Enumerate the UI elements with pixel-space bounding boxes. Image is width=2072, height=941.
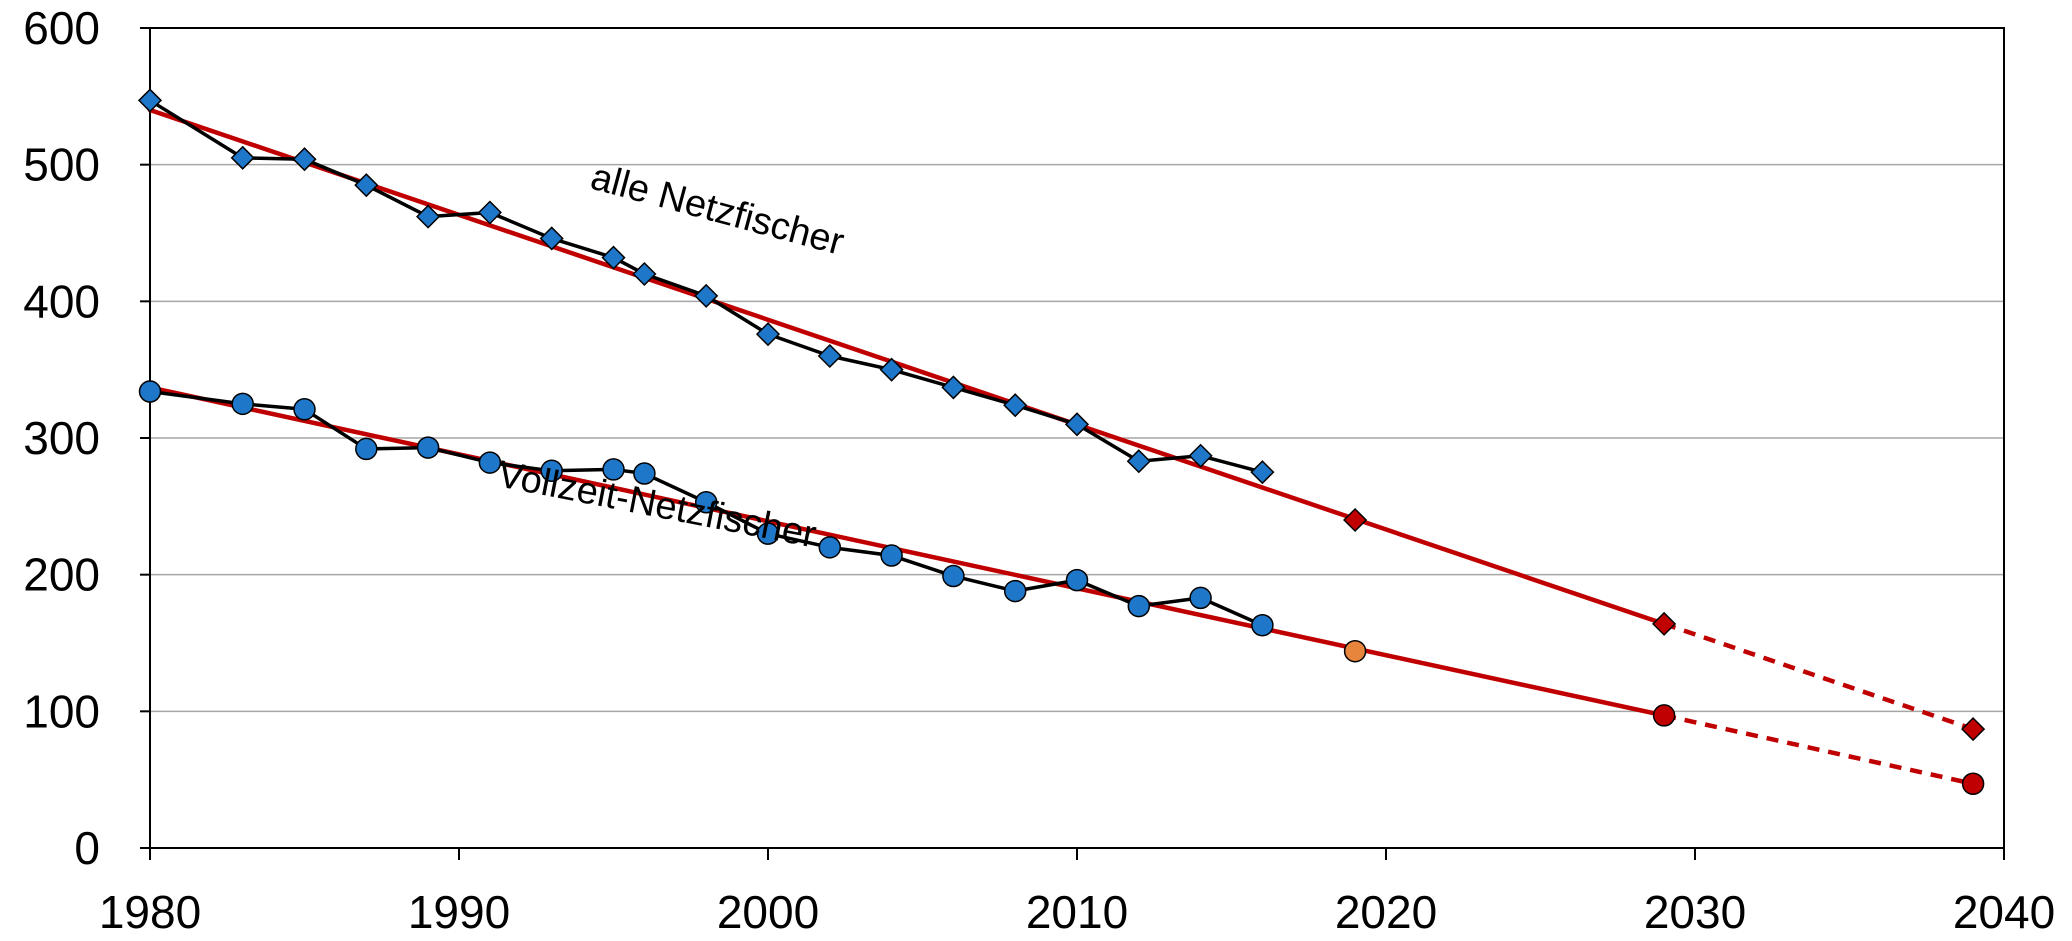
x-tick-label: 2000	[717, 886, 819, 938]
projected-point	[1961, 717, 1986, 742]
x-axis: 1980 1990 2000 2010 2020 2030 2040	[99, 848, 2055, 938]
data-point	[1126, 449, 1151, 474]
data-point	[1065, 568, 1089, 592]
data-point	[1003, 579, 1027, 603]
data-point	[292, 147, 317, 172]
data-point	[1127, 594, 1151, 618]
data-point	[478, 451, 502, 474]
x-tick-label: 2020	[1335, 886, 1437, 938]
data-point	[942, 564, 965, 588]
projected-point	[1652, 611, 1677, 636]
data-point	[355, 437, 378, 461]
data-point	[416, 204, 441, 229]
y-tick-label: 300	[23, 412, 100, 464]
data-point	[540, 459, 563, 483]
y-tick-label: 100	[23, 685, 100, 737]
x-tick-label: 2030	[1644, 886, 1746, 938]
data-point	[941, 375, 966, 400]
data-point	[694, 283, 719, 308]
data-point	[1188, 443, 1213, 468]
data-point	[1251, 613, 1274, 637]
data-point	[230, 145, 255, 170]
data-point	[632, 261, 657, 287]
data-point	[137, 88, 163, 113]
x-tick-label: 2010	[1026, 886, 1128, 938]
x-tick-label: 2040	[1953, 886, 2055, 938]
projected-point	[1343, 639, 1367, 663]
y-axis: 0 100 200 300 400 500 600	[23, 2, 150, 874]
y-tick-label: 0	[74, 822, 100, 874]
data-point	[879, 357, 904, 382]
data-point	[818, 536, 842, 559]
data-point	[694, 490, 718, 514]
y-tick-label: 500	[23, 139, 100, 191]
data-point	[1250, 460, 1275, 485]
y-tick-label: 200	[23, 549, 100, 601]
data-point	[880, 544, 903, 567]
data-point	[817, 343, 842, 369]
data-point	[602, 458, 625, 481]
data-point	[755, 322, 781, 347]
data-point	[138, 380, 162, 403]
x-tick-label: 1990	[408, 886, 510, 938]
data-point	[477, 200, 502, 225]
data-point	[1003, 393, 1028, 418]
data-point	[756, 522, 780, 545]
data-point	[633, 462, 656, 485]
trend-line-projection	[1663, 713, 1974, 786]
data-point	[354, 173, 379, 198]
trend-line	[147, 385, 1667, 718]
data-point	[231, 392, 254, 416]
x-tick-label: 1980	[99, 886, 201, 938]
gridlines	[150, 163, 2004, 713]
projected-points	[1343, 507, 1986, 796]
data-point	[416, 436, 440, 459]
data-series	[137, 88, 1275, 637]
data-point	[539, 226, 564, 251]
y-tick-label: 600	[23, 2, 100, 54]
projected-point	[1652, 704, 1676, 727]
trend-line	[147, 107, 1667, 627]
data-point	[293, 398, 316, 421]
data-point	[1064, 412, 1090, 437]
projected-point	[1961, 772, 1985, 796]
trend-lines	[147, 107, 1974, 786]
data-point	[601, 245, 626, 270]
y-tick-label: 400	[23, 275, 100, 327]
data-point	[1189, 586, 1212, 610]
projected-point	[1343, 507, 1368, 533]
